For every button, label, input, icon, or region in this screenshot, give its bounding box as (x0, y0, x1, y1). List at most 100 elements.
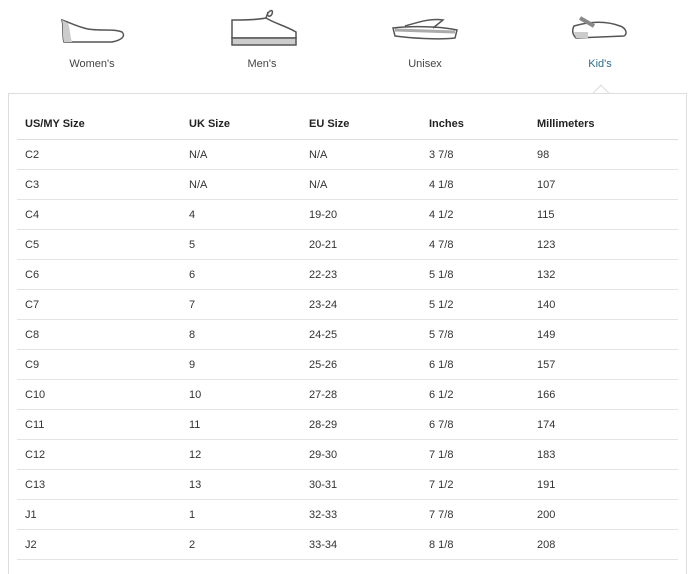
category-tabs: Women's Men's Unisex Kid's (0, 0, 690, 93)
table-cell: 6 1/8 (421, 349, 529, 380)
table-cell: 5 (181, 229, 301, 260)
size-chart-panel: US/MY Size UK Size EU Size Inches Millimeter… (8, 93, 687, 574)
table-row: C2 N/A N/A 3 7/8 98 (17, 139, 678, 170)
column-header: UK Size (181, 108, 301, 140)
table-cell: 4 1/2 (421, 199, 529, 230)
table-cell: 30-31 (301, 469, 421, 500)
table-row: J2 2 33-34 8 1/8 208 (17, 529, 678, 560)
table-row: C4 4 19-20 4 1/2 115 (17, 199, 678, 230)
table-row: J1 1 32-33 7 7/8 200 (17, 499, 678, 530)
table-row: C6 6 22-23 5 1/8 132 (17, 259, 678, 290)
table-cell: 25-26 (301, 349, 421, 380)
table-row: C8 8 24-25 5 7/8 149 (17, 319, 678, 350)
table-cell: 6 7/8 (421, 409, 529, 440)
table-cell: C7 (17, 289, 181, 320)
table-cell: C9 (17, 349, 181, 380)
table-cell: 4 (181, 199, 301, 230)
table-cell: C3 (17, 169, 181, 200)
table-cell: C13 (17, 469, 181, 500)
unisex-flip-flop-icon (392, 18, 458, 40)
table-cell: 107 (529, 169, 678, 200)
tab-label: Men's (247, 58, 277, 70)
column-header: EU Size (301, 108, 421, 140)
table-cell: 8 (181, 319, 301, 350)
tab-kids[interactable]: Kid's (540, 6, 660, 70)
table-cell: 12 (181, 439, 301, 470)
tab-label: Unisex (408, 58, 442, 70)
table-cell: 140 (529, 289, 678, 320)
table-cell: N/A (301, 139, 421, 170)
table-cell: C4 (17, 199, 181, 230)
table-cell: 5 1/2 (421, 289, 529, 320)
table-header-row: US/MY Size UK Size EU Size Inches Millimeter… (17, 108, 678, 140)
table-cell: C10 (17, 379, 181, 410)
table-cell: C6 (17, 259, 181, 290)
table-cell: C2 (17, 139, 181, 170)
table-cell: 6 1/2 (421, 379, 529, 410)
table-cell: 208 (529, 529, 678, 560)
table-cell: 2 (181, 529, 301, 560)
table-cell: 13 (181, 469, 301, 500)
womens-flat-shoe-icon (60, 18, 125, 43)
table-cell: 4 7/8 (421, 229, 529, 260)
table-cell: 200 (529, 499, 678, 530)
table-cell: 7 (181, 289, 301, 320)
tab-womens[interactable]: Women's (32, 6, 152, 70)
table-cell: 5 7/8 (421, 319, 529, 350)
table-cell: 23-24 (301, 289, 421, 320)
table-cell: J1 (17, 499, 181, 530)
table-row: C11 11 28-29 6 7/8 174 (17, 409, 678, 440)
table-cell: 32-33 (301, 499, 421, 530)
table-cell: 8 1/8 (421, 529, 529, 560)
tab-mens[interactable]: Men's (202, 6, 322, 70)
table-cell: 22-23 (301, 259, 421, 290)
table-cell: 98 (529, 139, 678, 170)
table-cell: 7 7/8 (421, 499, 529, 530)
table-cell: 7 1/2 (421, 469, 529, 500)
table-cell: 166 (529, 379, 678, 410)
mens-sneaker-icon (231, 9, 297, 46)
table-cell: N/A (181, 169, 301, 200)
table-cell: 183 (529, 439, 678, 470)
table-cell: 5 1/8 (421, 259, 529, 290)
kids-clog-icon (571, 16, 627, 39)
table-cell: 20-21 (301, 229, 421, 260)
table-cell: J2 (17, 529, 181, 560)
table-cell: C8 (17, 319, 181, 350)
table-cell: 123 (529, 229, 678, 260)
table-cell: 29-30 (301, 439, 421, 470)
table-cell: C12 (17, 439, 181, 470)
column-header: Millimeters (529, 108, 678, 140)
table-cell: N/A (301, 169, 421, 200)
table-row: C7 7 23-24 5 1/2 140 (17, 289, 678, 320)
table-cell: 157 (529, 349, 678, 380)
tab-unisex[interactable]: Unisex (365, 6, 485, 70)
table-row: C9 9 25-26 6 1/8 157 (17, 349, 678, 380)
table-row: C12 12 29-30 7 1/8 183 (17, 439, 678, 470)
table-cell: 4 1/8 (421, 169, 529, 200)
table-cell: C5 (17, 229, 181, 260)
table-cell: 1 (181, 499, 301, 530)
table-row: C13 13 30-31 7 1/2 191 (17, 469, 678, 500)
tab-label: Kid's (588, 58, 612, 70)
table-cell: 6 (181, 259, 301, 290)
table-cell: 9 (181, 349, 301, 380)
table-row: C10 10 27-28 6 1/2 166 (17, 379, 678, 410)
size-chart-table: US/MY Size UK Size EU Size Inches Millimeter… (17, 108, 678, 560)
table-cell: 28-29 (301, 409, 421, 440)
table-cell: 191 (529, 469, 678, 500)
table-cell: 174 (529, 409, 678, 440)
table-row: C5 5 20-21 4 7/8 123 (17, 229, 678, 260)
table-row: C3 N/A N/A 4 1/8 107 (17, 169, 678, 200)
table-cell: 3 7/8 (421, 139, 529, 170)
tab-label: Women's (69, 58, 115, 70)
column-header: US/MY Size (17, 108, 181, 140)
table-cell: C11 (17, 409, 181, 440)
table-cell: N/A (181, 139, 301, 170)
column-header: Inches (421, 108, 529, 140)
table-cell: 10 (181, 379, 301, 410)
table-cell: 115 (529, 199, 678, 230)
table-cell: 19-20 (301, 199, 421, 230)
table-cell: 24-25 (301, 319, 421, 350)
table-cell: 11 (181, 409, 301, 440)
